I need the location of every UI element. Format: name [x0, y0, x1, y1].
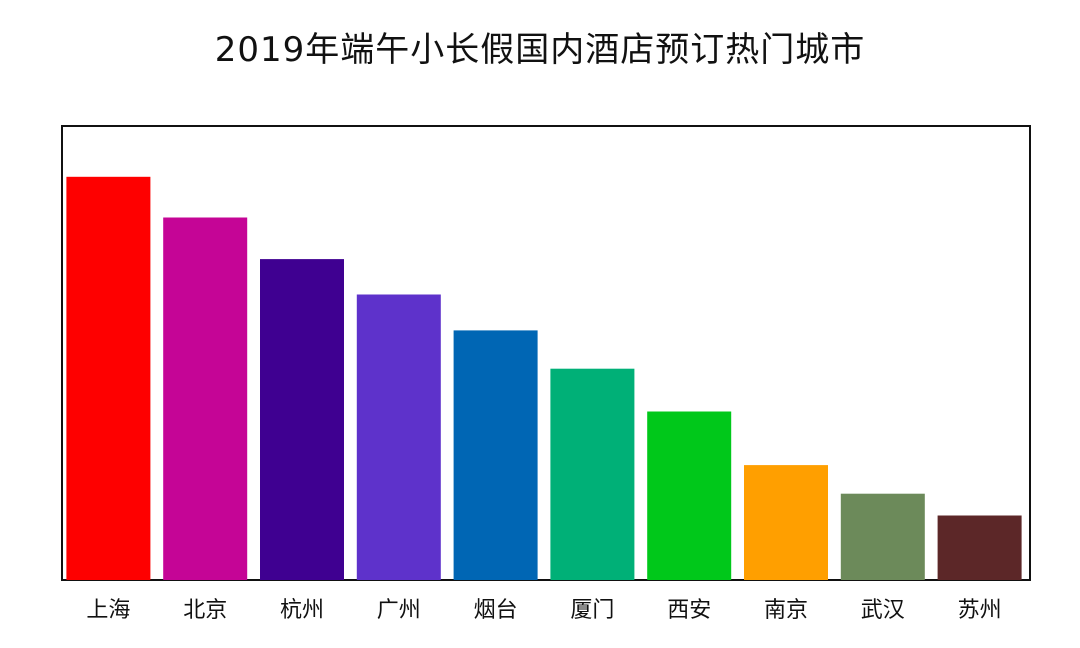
- plot-frame: [61, 125, 1031, 581]
- bar-6: [550, 368, 635, 580]
- x-tick-label: 武汉: [861, 598, 905, 623]
- x-tick-label: 杭州: [280, 598, 324, 623]
- x-tick-label: 北京: [183, 598, 227, 623]
- bar-9: [840, 493, 925, 580]
- x-tick-label: 南京: [764, 598, 808, 623]
- bar-8: [744, 465, 828, 580]
- bar-1: [66, 176, 151, 581]
- bar-4: [356, 294, 441, 580]
- bars-group: [66, 176, 1022, 581]
- x-tick-labels: 上海 北京 杭州 广州 烟台 厦门 西安 南京 武汉 苏州: [86, 598, 1001, 623]
- x-tick-label: 西安: [667, 598, 711, 623]
- x-tick-label: 厦门: [570, 598, 614, 623]
- chart-title: 2019年端午小长假国内酒店预订热门城市: [214, 30, 866, 70]
- bar-3: [260, 259, 344, 580]
- x-tick-label: 广州: [377, 598, 421, 623]
- x-tick-label: 苏州: [958, 598, 1002, 623]
- bar-10: [937, 515, 1022, 580]
- bar-2: [163, 217, 248, 580]
- x-tick-label: 上海: [86, 598, 130, 623]
- bar-7: [647, 411, 732, 580]
- bar-5: [453, 330, 538, 580]
- x-tick-label: 烟台: [474, 598, 518, 623]
